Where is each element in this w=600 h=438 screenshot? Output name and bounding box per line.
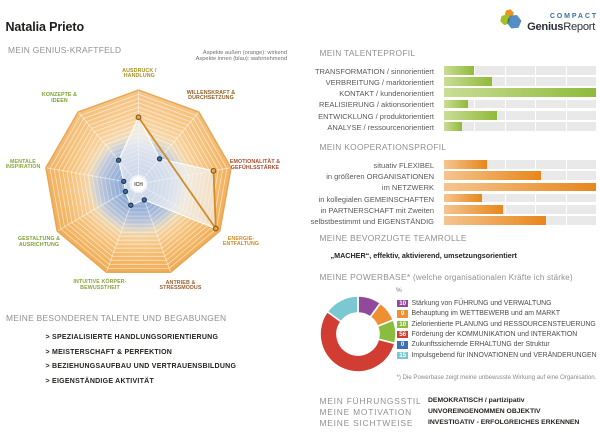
- svg-text:ICH: ICH: [134, 182, 143, 188]
